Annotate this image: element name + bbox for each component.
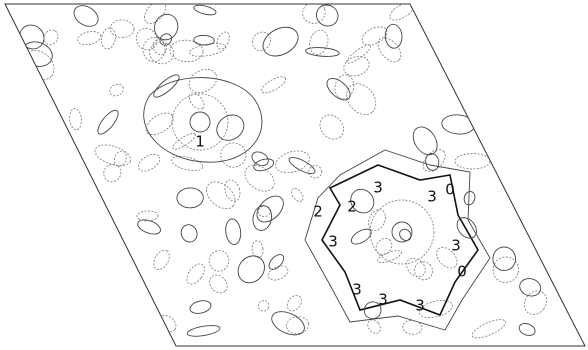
contour-label: 0 [457, 263, 467, 281]
contour-label: 2 [313, 203, 323, 221]
contour-label: 3 [451, 237, 461, 255]
contour-label: 3 [373, 179, 383, 197]
contour-label: 3 [328, 233, 338, 251]
contour-label: 1 [195, 133, 205, 151]
cell-outline [5, 4, 585, 346]
contour-label: 3 [378, 291, 388, 309]
contour-label: 3 [352, 281, 362, 299]
contour-label: 3 [415, 297, 425, 315]
contour-label: 2 [347, 198, 357, 216]
contour-label: 3 [427, 188, 437, 206]
contour-map: 333333322001 [0, 0, 588, 350]
contour-label: 0 [445, 181, 455, 199]
